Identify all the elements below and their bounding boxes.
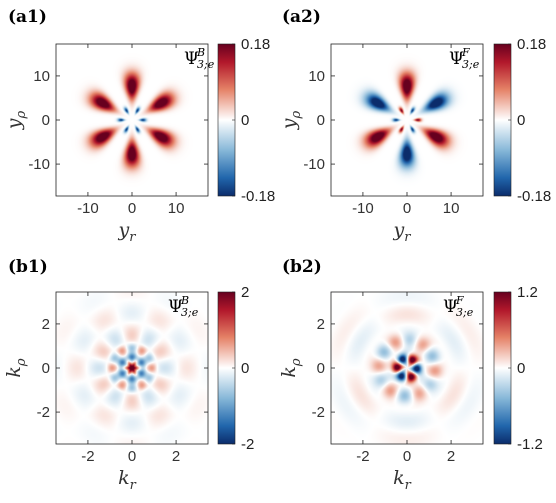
- field-label: Ψ: [443, 297, 458, 317]
- field-label: Ψ: [449, 49, 464, 69]
- field-label: Ψ: [184, 49, 199, 69]
- y-tick-label: 0: [42, 360, 50, 377]
- x-axis-label: kr: [118, 467, 137, 493]
- field-subscript: 3;e: [462, 58, 480, 71]
- y-tick-label: -10: [303, 156, 325, 173]
- colorbar-tick-label: 0: [517, 360, 525, 377]
- y-tick-label: 10: [33, 68, 50, 85]
- colorbar-tick-label: 0: [241, 360, 249, 377]
- field-symbol: Ψ: [443, 297, 458, 317]
- x-tick-label: 0: [403, 448, 411, 465]
- y-axis-label-sub: ρ: [14, 110, 29, 119]
- x-axis-label-base: y: [393, 219, 405, 241]
- y-axis-label-base: k: [3, 366, 25, 378]
- x-axis-label-sub: r: [405, 478, 412, 493]
- heatmap-image: [331, 292, 483, 444]
- y-axis-label-sub: ρ: [14, 358, 29, 367]
- colorbar-tick-label: 0: [517, 112, 525, 129]
- colorbar-tick-label: -0.18: [241, 188, 275, 205]
- colorbar-tick-label: -2: [241, 436, 254, 453]
- y-axis-label-sub: ρ: [289, 110, 304, 119]
- x-axis-label-sub: r: [129, 230, 136, 245]
- y-axis-label: yρ: [278, 110, 304, 130]
- y-tick-label: 0: [317, 360, 325, 377]
- y-tick-label: 2: [317, 316, 325, 333]
- y-axis-label-base: y: [278, 118, 300, 130]
- colorbar-tick-label: 1.2: [517, 284, 538, 301]
- x-tick-label: -2: [81, 448, 94, 465]
- heatmap-image: [56, 292, 208, 444]
- x-axis-label: kr: [393, 467, 412, 493]
- panel-label: (a2): [282, 7, 321, 27]
- field-superscript: B: [196, 46, 205, 59]
- x-tick-label: 2: [447, 448, 455, 465]
- colorbar-tick-label: -1.2: [517, 436, 543, 453]
- x-axis-label-base: k: [393, 467, 405, 489]
- y-axis-label-sub: ρ: [289, 358, 304, 367]
- colorbar-tick-label: 0.18: [241, 36, 270, 53]
- x-axis-label: yr: [118, 219, 137, 245]
- panel-label: (a1): [8, 7, 47, 27]
- y-tick-label: -2: [312, 404, 325, 421]
- colorbar-tick-label: 0.18: [517, 36, 546, 53]
- field-symbol: Ψ: [449, 49, 464, 69]
- x-axis-label-sub: r: [130, 478, 137, 493]
- y-axis-label-base: k: [278, 366, 300, 378]
- x-axis-label-sub: r: [404, 230, 411, 245]
- x-axis-label-base: y: [118, 219, 130, 241]
- y-tick-label: -2: [37, 404, 50, 421]
- y-tick-label: 2: [42, 316, 50, 333]
- panel-label: (b2): [282, 257, 322, 277]
- y-tick-label: 0: [317, 112, 325, 129]
- x-tick-label: 10: [168, 200, 185, 217]
- field-symbol: Ψ: [168, 297, 183, 317]
- colorbar-tick-label: 0: [241, 112, 249, 129]
- x-tick-label: -10: [77, 200, 99, 217]
- field-superscript: F: [455, 294, 464, 307]
- panel-label: (b1): [8, 257, 48, 277]
- colorbar-tick-label: -0.18: [517, 188, 551, 205]
- heatmap-image: [331, 44, 483, 196]
- y-axis-label-base: y: [3, 118, 25, 130]
- field-subscript: 3;e: [197, 58, 215, 71]
- y-tick-label: -10: [28, 156, 50, 173]
- x-tick-label: -10: [352, 200, 374, 217]
- x-axis-label-base: k: [118, 467, 130, 489]
- x-tick-label: -2: [356, 448, 369, 465]
- field-subscript: 3;e: [456, 306, 474, 319]
- y-axis-label: kρ: [278, 358, 304, 378]
- x-tick-label: 0: [403, 200, 411, 217]
- field-superscript: B: [180, 294, 189, 307]
- field-label: Ψ: [168, 297, 183, 317]
- x-tick-label: 2: [172, 448, 180, 465]
- field-superscript: F: [461, 46, 470, 59]
- colorbar-tick-label: 2: [241, 284, 249, 301]
- y-tick-label: 0: [42, 112, 50, 129]
- x-tick-label: 0: [128, 448, 136, 465]
- field-subscript: 3;e: [181, 306, 199, 319]
- y-axis-label: kρ: [3, 358, 29, 378]
- field-symbol: Ψ: [184, 49, 199, 69]
- x-tick-label: 0: [128, 200, 136, 217]
- x-tick-label: 10: [443, 200, 460, 217]
- y-axis-label: yρ: [3, 110, 29, 130]
- y-tick-label: 10: [308, 68, 325, 85]
- x-axis-label: yr: [393, 219, 412, 245]
- heatmap-image: [56, 44, 208, 196]
